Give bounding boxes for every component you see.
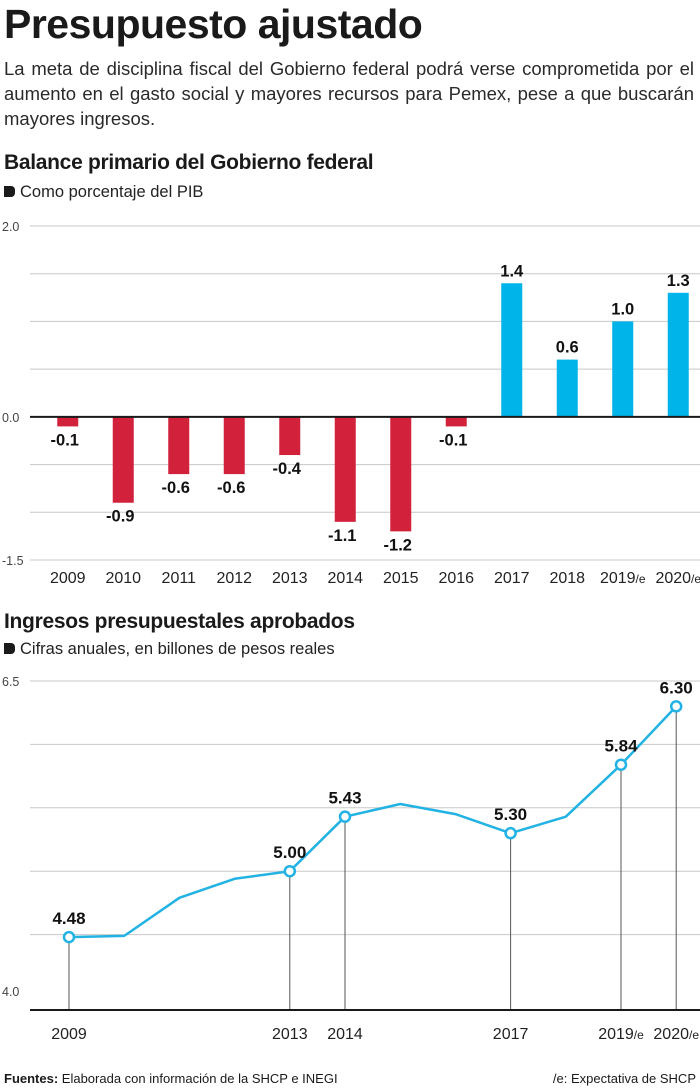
bar-value-label: -0.4 <box>273 460 302 478</box>
x-tick-label: 2009 <box>50 570 86 587</box>
bar <box>667 292 689 417</box>
chart2-subtitle-text: Cifras anuales, en billones de pesos rea… <box>20 640 335 658</box>
y-tick-label: 2.0 <box>2 220 19 234</box>
point-value-label: 5.43 <box>328 789 361 808</box>
data-point <box>504 826 517 840</box>
series-line <box>68 705 678 939</box>
point-value-label: 4.48 <box>52 909 85 928</box>
sources-label: Fuentes: <box>4 1071 59 1086</box>
x-tick-label: 2016 <box>438 570 474 587</box>
balance-bar-chart: 2.0 0.0 -1.5 -0.1 2009 -0.9 2010 -0.6 2011 -0.6 20… <box>2 220 700 587</box>
chart1-subtitle: Como porcentaje del PIB <box>4 182 203 202</box>
bar <box>112 416 134 503</box>
bar <box>279 416 301 456</box>
y-tick-label: -1.5 <box>2 554 24 568</box>
bar <box>168 416 190 475</box>
x-tick-label: 2018 <box>549 570 585 587</box>
bar-value-label: -0.6 <box>217 479 245 497</box>
bar-value-label: 1.0 <box>611 300 634 318</box>
bullet-icon <box>4 643 15 654</box>
point-value-label: 6.30 <box>660 678 693 697</box>
revenue-line-chart: 6.5 4.0 4.48 2009 5.00 2013 5.43 2014 5.30 2017 5.… <box>2 675 700 1043</box>
bar-value-label: 1.3 <box>667 272 690 290</box>
bar-value-label: -1.1 <box>328 527 356 545</box>
bar-value-label: -0.1 <box>51 431 79 449</box>
bullet-icon <box>4 186 15 197</box>
x-tick-label: 2019/e <box>600 570 646 587</box>
estimate-note: /e: Expectativa de SHCP <box>552 1071 696 1086</box>
bar-value-label: -0.9 <box>106 508 134 526</box>
intro-text: La meta de disciplina fiscal del Gobiern… <box>4 58 694 129</box>
bar-value-label: 1.4 <box>500 262 524 280</box>
y-tick-label: 0.0 <box>2 411 19 425</box>
bar <box>223 416 245 475</box>
sources-note: Fuentes: Elaborada con información de la… <box>4 1071 338 1086</box>
data-point <box>62 930 76 944</box>
sources-text: Elaborada con información de la SHCP e I… <box>58 1071 338 1086</box>
point-value-label: 5.30 <box>494 805 527 824</box>
x-tick-label: 2014 <box>327 1026 363 1043</box>
x-tick-label: 2009 <box>51 1026 87 1043</box>
bar <box>334 416 356 522</box>
x-tick-label: 2010 <box>105 570 141 587</box>
page-title: Presupuesto ajustado <box>4 1 423 47</box>
x-tick-label: 2012 <box>216 570 252 587</box>
x-tick-label: 2013 <box>272 570 308 587</box>
y-tick-label: 4.0 <box>2 985 19 999</box>
chart2-subtitle: Cifras anuales, en billones de pesos rea… <box>4 639 335 659</box>
bar-value-label: -1.2 <box>384 536 412 554</box>
chart1-subtitle-text: Como porcentaje del PIB <box>20 183 204 201</box>
bar <box>612 321 634 417</box>
y-tick-label: 6.5 <box>2 675 19 689</box>
x-tick-label: 2011 <box>162 570 197 587</box>
data-point <box>338 810 352 823</box>
x-tick-label: 2019/e <box>598 1026 644 1043</box>
bar <box>501 283 523 417</box>
data-point <box>614 758 628 771</box>
data-point <box>669 700 683 713</box>
point-value-label: 5.00 <box>273 843 306 862</box>
x-tick-label: 2014 <box>327 570 363 587</box>
x-tick-label: 2020/e <box>653 1026 699 1043</box>
bar-value-label: -0.6 <box>162 479 190 497</box>
x-tick-label: 2017 <box>493 1026 529 1043</box>
x-tick-label: 2015 <box>383 570 419 587</box>
bar-value-label: 0.6 <box>556 339 579 357</box>
x-tick-label: 2017 <box>494 570 530 587</box>
bar <box>57 416 79 427</box>
x-tick-label: 2013 <box>272 1026 308 1043</box>
bar <box>390 416 412 532</box>
point-value-label: 5.84 <box>604 737 638 756</box>
data-point <box>283 864 297 878</box>
chart1-title: Balance primario del Gobierno federal <box>4 151 374 174</box>
bar <box>556 359 578 417</box>
bar-value-label: -0.1 <box>439 431 467 449</box>
x-tick-label: 2020/e <box>655 570 700 587</box>
chart2-title: Ingresos presupuestales aprobados <box>4 610 355 633</box>
bar <box>445 416 467 427</box>
